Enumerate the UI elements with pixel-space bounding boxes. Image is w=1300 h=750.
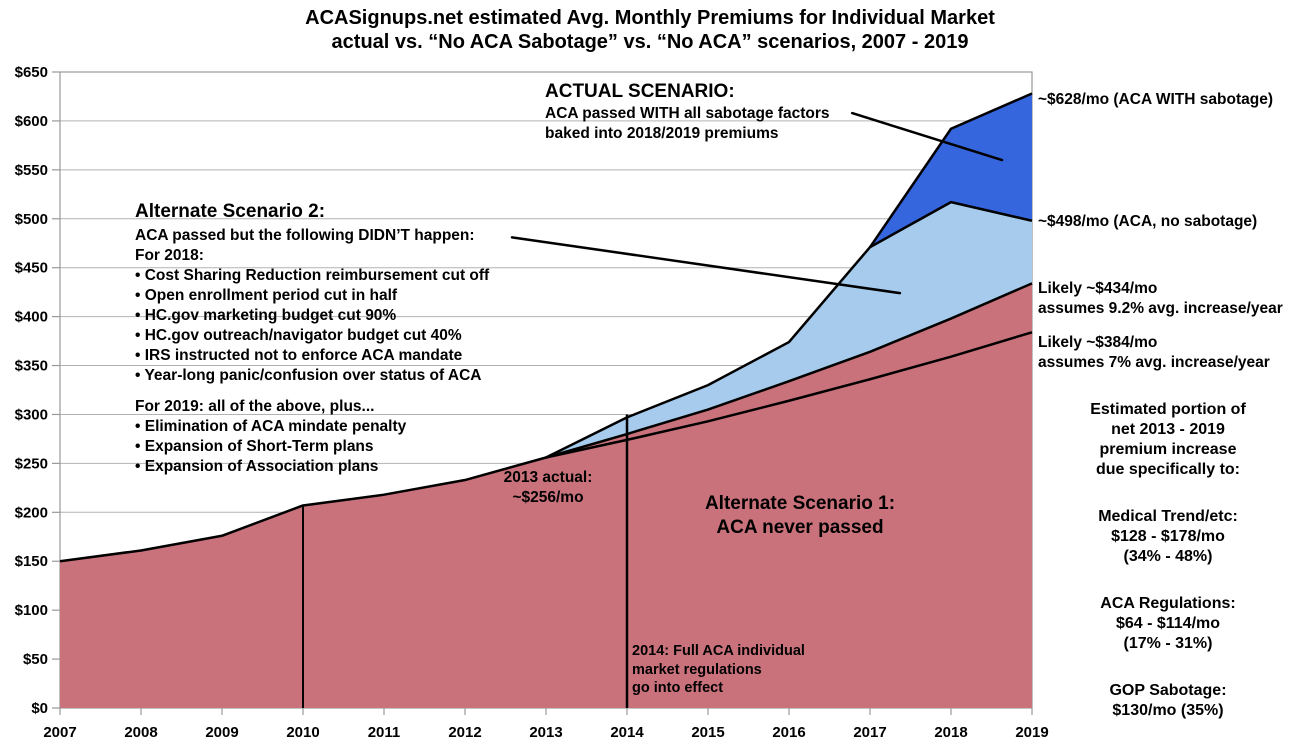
- breakdown-gop-sabotage: GOP Sabotage: $130/mo (35%): [1040, 681, 1296, 721]
- x-axis-label: 2012: [448, 724, 481, 741]
- y-axis-label: $250: [15, 455, 48, 472]
- note-2013-line: 2013 actual:: [503, 469, 593, 486]
- x-axis-label: 2014: [610, 724, 644, 741]
- actual-scenario-line: ACA passed WITH all sabotage factors: [545, 105, 830, 122]
- y-axis-label: $500: [15, 211, 48, 228]
- alt2-bullet: • HC.gov outreach/navigator budget cut 4…: [135, 327, 462, 344]
- note-2014-regulations: 2014: Full ACA individual market regulat…: [632, 642, 805, 698]
- x-axis-label: 2009: [205, 724, 238, 741]
- breakdown-medical-line: (34% - 48%): [1123, 548, 1213, 565]
- x-axis-label: 2011: [368, 724, 401, 741]
- label-434-line: Likely ~$434/mo: [1038, 280, 1158, 297]
- x-axis-label: 2010: [286, 724, 319, 741]
- alt2-heading: Alternate Scenario 2:: [135, 201, 326, 222]
- breakdown-intro-line: premium increase: [1099, 441, 1237, 458]
- chart-title-line1: ACASignups.net estimated Avg. Monthly Pr…: [305, 7, 995, 29]
- breakdown-aca-line: (17% - 31%): [1123, 635, 1213, 652]
- event-markers: [302, 414, 629, 708]
- y-axis-label: $650: [15, 64, 48, 81]
- y-axis-label: $200: [15, 504, 48, 521]
- breakdown-intro-line: due specifically to:: [1095, 461, 1241, 478]
- note-2014-line: market regulations: [632, 661, 762, 678]
- breakdown-gop-line: $130/mo (35%): [1112, 702, 1224, 719]
- x-axis-label: 2018: [934, 724, 967, 741]
- breakdown-intro-line: net 2013 - 2019: [1111, 421, 1225, 438]
- breakdown-medical-trend: Medical Trend/etc: $128 - $178/mo (34% -…: [1040, 507, 1296, 567]
- premium-increase-breakdown-panel: Estimated portion of net 2013 - 2019 pre…: [1040, 400, 1296, 721]
- area-aca_with_sabotage: [870, 93, 1032, 248]
- y-axis-label: $350: [15, 358, 48, 375]
- label-434-projection: Likely ~$434/mo assumes 9.2% avg. increa…: [1038, 279, 1283, 319]
- alt2-bullet: • Year-long panic/confusion over status …: [135, 367, 482, 384]
- breakdown-aca-line: ACA Regulations:: [1100, 595, 1236, 612]
- leader-lines: [510, 111, 1004, 295]
- y-axis-label: $550: [15, 162, 48, 179]
- line-aca_with_sabotage: [868, 92, 1033, 248]
- chart-title-line2: actual vs. “No ACA Sabotage” vs. “No ACA…: [331, 31, 969, 53]
- x-axis-label: 2015: [691, 724, 724, 741]
- x-axis-label: 2007: [43, 724, 76, 741]
- alt2-line: ACA passed but the following DIDN’T happ…: [135, 227, 475, 244]
- breakdown-medical-line: $128 - $178/mo: [1111, 528, 1225, 545]
- breakdown-gop-line: GOP Sabotage:: [1109, 682, 1227, 699]
- x-axis-label: 2016: [772, 724, 805, 741]
- area-aca_no_sabotage: [546, 202, 1032, 458]
- alternate-scenario-2-annotation: Alternate Scenario 2: ACA passed but the…: [135, 200, 489, 477]
- actual-scenario-line: baked into 2018/2019 premiums: [545, 125, 779, 142]
- actual-scenario-annotation: ACTUAL SCENARIO: ACA passed WITH all sab…: [545, 80, 830, 144]
- axes: $0 $50 $100 $150 $200 $250 $300 $350 $400 $450 $50…: [15, 64, 1049, 741]
- spacer: [135, 386, 489, 397]
- alt2-bullet: • IRS instructed not to enforce ACA mand…: [135, 347, 463, 364]
- label-628-with-sabotage: ~$628/mo (ACA WITH sabotage): [1038, 91, 1273, 108]
- note-2013-actual: 2013 actual: ~$256/mo: [492, 468, 604, 508]
- y-axis-label: $600: [15, 113, 48, 130]
- breakdown-intro-line: Estimated portion of: [1090, 401, 1246, 418]
- chart-title: ACASignups.net estimated Avg. Monthly Pr…: [0, 6, 1300, 54]
- alt1-line: ACA never passed: [716, 517, 884, 538]
- y-axis-label: $400: [15, 309, 48, 326]
- actual-scenario-heading: ACTUAL SCENARIO:: [545, 81, 735, 102]
- label-434-line: assumes 9.2% avg. increase/year: [1038, 300, 1283, 317]
- alt2-bullet: • Open enrollment period cut in half: [135, 287, 398, 304]
- alt2-line: For 2018:: [135, 247, 204, 264]
- breakdown-aca-regulations: ACA Regulations: $64 - $114/mo (17% - 31…: [1040, 594, 1296, 654]
- alt2-bullet: • Cost Sharing Reduction reimbursement c…: [135, 267, 490, 284]
- alternate-scenario-1-annotation: Alternate Scenario 1: ACA never passed: [690, 492, 910, 540]
- note-2014-line: 2014: Full ACA individual: [632, 643, 805, 659]
- x-axis-label: 2017: [853, 724, 886, 741]
- y-axis-label: $0: [31, 700, 48, 717]
- label-384-line: Likely ~$384/mo: [1038, 334, 1158, 351]
- note-2013-line: ~$256/mo: [512, 489, 584, 506]
- y-axis-label: $450: [15, 260, 48, 277]
- alt2-bullet: • Elimination of ACA mindate penalty: [135, 418, 407, 435]
- actual-scenario-pointer: [850, 111, 1004, 162]
- x-axis-label: 2008: [124, 724, 157, 741]
- breakdown-medical-line: Medical Trend/etc:: [1098, 508, 1238, 525]
- breakdown-intro: Estimated portion of net 2013 - 2019 pre…: [1040, 400, 1296, 480]
- breakdown-aca-line: $64 - $114/mo: [1115, 615, 1221, 632]
- y-axis-label: $50: [23, 651, 48, 668]
- x-axis-label: 2019: [1015, 724, 1048, 741]
- x-axis-label: 2013: [529, 724, 562, 741]
- label-384-line: assumes 7% avg. increase/year: [1038, 354, 1270, 371]
- y-axis-label: $300: [15, 406, 48, 423]
- alt1-line: Alternate Scenario 1:: [704, 493, 896, 514]
- alt2-bullet: • Expansion of Short-Term plans: [135, 438, 374, 455]
- note-2014-line: go into effect: [632, 680, 724, 696]
- label-498-no-sabotage: ~$498/mo (ACA, no sabotage): [1038, 213, 1258, 230]
- alt2-pointer: [510, 236, 902, 295]
- alt2-bullet: • Expansion of Association plans: [135, 458, 379, 475]
- label-384-projection: Likely ~$384/mo assumes 7% avg. increase…: [1038, 333, 1270, 373]
- y-axis-label: $100: [15, 602, 48, 619]
- alt2-line: For 2019: all of the above, plus...: [135, 398, 375, 415]
- alt2-bullet: • HC.gov marketing budget cut 90%: [135, 307, 397, 324]
- y-axis-label: $150: [15, 553, 48, 570]
